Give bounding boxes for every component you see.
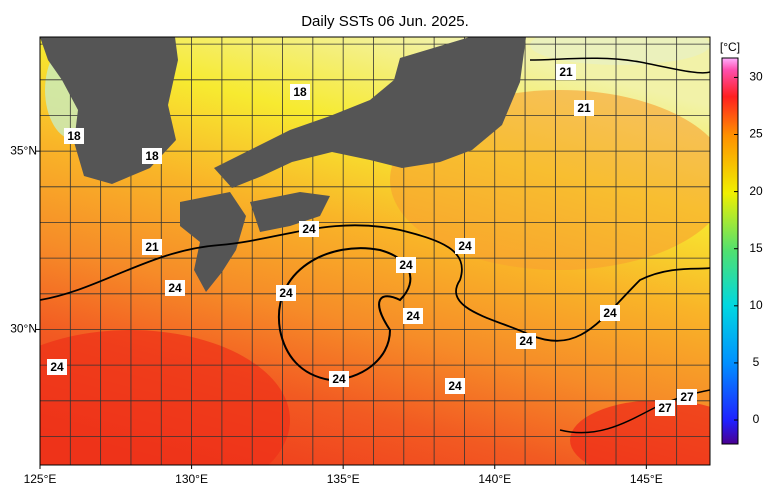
contour-label-box (142, 148, 162, 164)
contour-label: 24 (332, 372, 346, 386)
colorbar-tick-label: 25 (749, 127, 763, 141)
contour-label-box (329, 371, 349, 387)
contour-label: 21 (145, 240, 159, 254)
colorbar-tick-label: 30 (749, 70, 763, 84)
sea-patch (40, 330, 290, 465)
contour-label: 18 (145, 149, 159, 163)
colorbar-tick-label: 15 (749, 241, 763, 255)
contour-label-box (445, 378, 465, 394)
x-tick-label: 130°E (175, 472, 208, 486)
contour-label-box (556, 64, 576, 80)
contour-label: 24 (458, 239, 472, 253)
contour-label-box (455, 238, 475, 254)
contour-label: 24 (519, 334, 533, 348)
contour-label-box (655, 400, 675, 416)
contour-label: 24 (279, 286, 293, 300)
x-tick-label: 125°E (24, 472, 57, 486)
contour-label-box (516, 333, 536, 349)
contour-label: 18 (293, 85, 307, 99)
map-title: Daily SSTs 06 Jun. 2025. (301, 13, 469, 30)
contour-label: 24 (448, 379, 462, 393)
land-honshu (214, 37, 526, 188)
contour-label-box (299, 221, 319, 237)
colorbar-tick-label: 10 (749, 298, 763, 312)
colorbar-unit: [°C] (720, 40, 740, 54)
contour-label: 24 (50, 360, 64, 374)
colorbar (721, 57, 739, 445)
x-tick-label: 135°E (327, 472, 360, 486)
x-tick-label: 140°E (478, 472, 511, 486)
contour-label-box (276, 285, 296, 301)
contour-label: 27 (680, 390, 694, 404)
contour-label: 24 (302, 222, 316, 236)
contour-label-box (574, 100, 594, 116)
contour-line (40, 224, 710, 342)
colorbar-tick-label: 0 (753, 412, 760, 426)
contour-label: 21 (559, 65, 573, 79)
map-frame (39, 36, 711, 466)
contour-label-box (600, 305, 620, 321)
colorbar-tick-label: 5 (753, 355, 760, 369)
contour-label: 21 (577, 101, 591, 115)
land-kyushu (180, 192, 246, 292)
map-area (40, 37, 710, 465)
contour-label-box (47, 359, 67, 375)
contour-label: 24 (603, 306, 617, 320)
land-korea (40, 37, 178, 184)
sea-patch (570, 400, 710, 465)
contour-label-box (64, 128, 84, 144)
contour-label: 24 (399, 258, 413, 272)
contour-label-box (396, 257, 416, 273)
x-tick-label: 145°E (630, 472, 663, 486)
y-tick-label: 30°N (10, 322, 37, 336)
contour-label: 27 (658, 401, 672, 415)
contour-label-box (165, 280, 185, 296)
contour-label-box (142, 239, 162, 255)
contour-label-box (290, 84, 310, 100)
land-shikoku (250, 192, 330, 232)
contour-label: 24 (168, 281, 182, 295)
contour-label: 24 (406, 309, 420, 323)
contour-line (529, 57, 710, 74)
contour-label: 18 (67, 129, 81, 143)
colorbar-tick-label: 20 (749, 184, 763, 198)
y-tick-label: 35°N (10, 143, 37, 157)
contour-label-box (403, 308, 423, 324)
contour-label-box (677, 389, 697, 405)
